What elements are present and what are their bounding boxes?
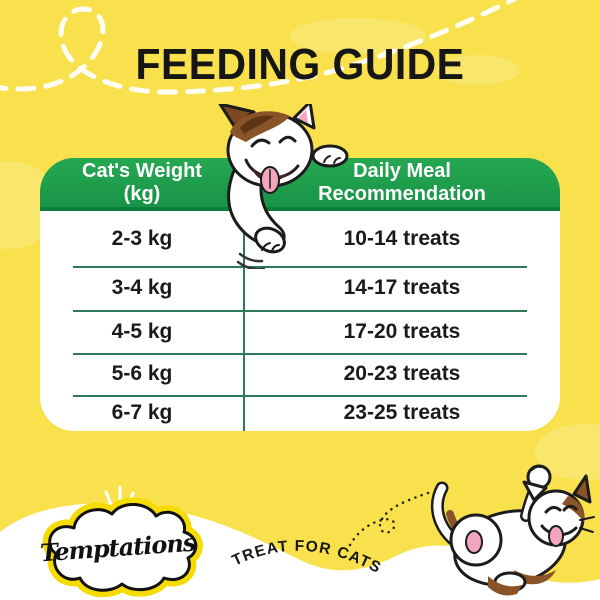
page-title: FEEDING GUIDE [135, 40, 465, 89]
row-divider [73, 395, 527, 397]
lying-cat-illustration [430, 464, 595, 596]
temptations-logo: Temptations [39, 497, 203, 598]
flightpath-dashes-icon [0, 0, 518, 95]
table-body: 2-3 kg 10-14 treats 3-4 kg 14-17 treats … [40, 211, 560, 431]
row-divider [73, 353, 527, 355]
weight-cell: 4-5 kg [111, 319, 173, 343]
column-header-line: Cat's Weight [82, 160, 202, 183]
column-header-line: (kg) [123, 182, 161, 205]
table-row: 4-5 kg 17-20 treats [40, 310, 560, 353]
weight-cell: 2-3 kg [111, 226, 173, 250]
treats-cell: 14-17 treats [343, 276, 461, 299]
table-row: 6-7 kg 23-25 treats [40, 395, 560, 431]
weight-cell: 6-7 kg [111, 401, 173, 424]
treats-cell: 17-20 treats [343, 319, 461, 343]
column-header-weight: Cat's Weight (kg) [40, 160, 244, 205]
weight-cell: 3-4 kg [111, 276, 173, 299]
tagline: TREAT FOR CATS [230, 538, 385, 577]
logo-cloud-icon [48, 503, 198, 592]
treats-cell: 23-25 treats [343, 401, 461, 424]
treats-cell: 10-14 treats [343, 226, 461, 250]
row-divider [73, 310, 527, 312]
table-row: 5-6 kg 20-23 treats [40, 353, 560, 395]
column-header-recommendation: Daily Meal Recommendation [244, 160, 560, 205]
peeking-cat-illustration [218, 104, 349, 269]
weight-cell: 5-6 kg [111, 362, 173, 385]
column-divider [243, 211, 245, 431]
row-divider [73, 266, 527, 268]
column-header-line: Recommendation [318, 182, 486, 205]
column-header-line: Daily Meal [353, 160, 451, 183]
treats-cell: 20-23 treats [343, 362, 461, 385]
tagline-text: TREAT FOR CATS [230, 538, 383, 577]
table-row: 2-3 kg 10-14 treats [40, 211, 560, 266]
svg-text:TREAT FOR CATS: TREAT FOR CATS [230, 538, 385, 577]
table-row: 3-4 kg 14-17 treats [40, 266, 560, 310]
